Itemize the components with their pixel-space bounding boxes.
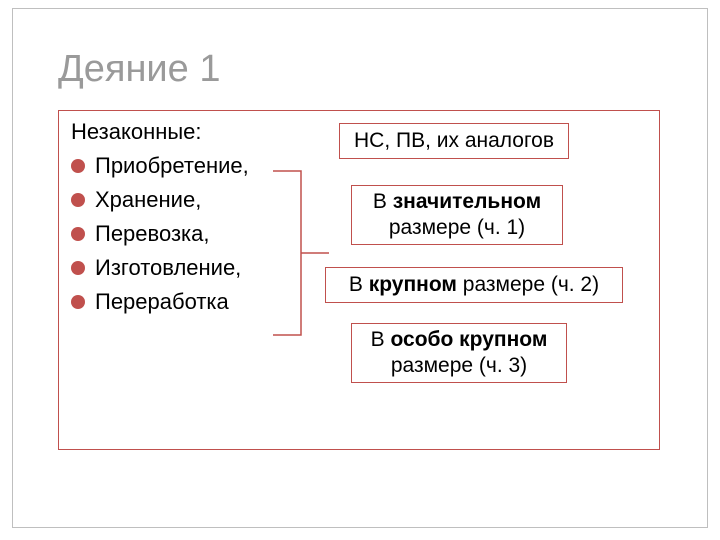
bullet-label: Хранение,	[95, 187, 201, 213]
list-item: Изготовление,	[71, 255, 291, 281]
bullet-icon	[71, 227, 85, 241]
box-text: НС, ПВ, их аналогов	[354, 128, 554, 154]
left-column: Незаконные: Приобретение, Хранение, Пере…	[71, 119, 291, 323]
intro-text: Незаконные:	[71, 119, 291, 145]
bullet-label: Приобретение,	[95, 153, 249, 179]
bullet-label: Переработка	[95, 289, 229, 315]
bullet-icon	[71, 193, 85, 207]
box-analogs: НС, ПВ, их аналогов	[339, 123, 569, 159]
list-item: Приобретение,	[71, 153, 291, 179]
bullet-label: Перевозка,	[95, 221, 210, 247]
bullet-icon	[71, 261, 85, 275]
box-large: В крупном размере (ч. 2)	[325, 267, 623, 303]
box-text: В особо крупном размере (ч. 3)	[360, 327, 558, 380]
box-significant: В значительном размере (ч. 1)	[351, 185, 563, 245]
list-item: Перевозка,	[71, 221, 291, 247]
bullet-icon	[71, 295, 85, 309]
content-area: Незаконные: Приобретение, Хранение, Пере…	[58, 110, 660, 450]
box-especially-large: В особо крупном размере (ч. 3)	[351, 323, 567, 383]
list-item: Переработка	[71, 289, 291, 315]
box-text: В крупном размере (ч. 2)	[349, 272, 599, 298]
bullet-icon	[71, 159, 85, 173]
bullet-label: Изготовление,	[95, 255, 241, 281]
slide-title: Деяние 1	[58, 48, 220, 91]
list-item: Хранение,	[71, 187, 291, 213]
box-text: В значительном размере (ч. 1)	[360, 189, 554, 242]
